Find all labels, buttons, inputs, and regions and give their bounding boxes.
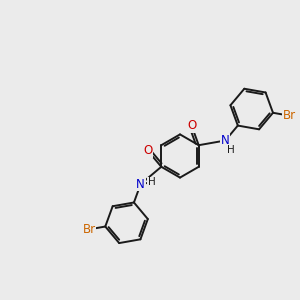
Text: Br: Br <box>82 223 96 236</box>
Text: O: O <box>187 119 196 132</box>
Text: O: O <box>143 144 152 157</box>
Text: H: H <box>227 145 234 154</box>
Text: Br: Br <box>283 109 296 122</box>
Text: N: N <box>221 134 230 147</box>
Text: N: N <box>136 178 145 191</box>
Text: H: H <box>148 177 156 187</box>
